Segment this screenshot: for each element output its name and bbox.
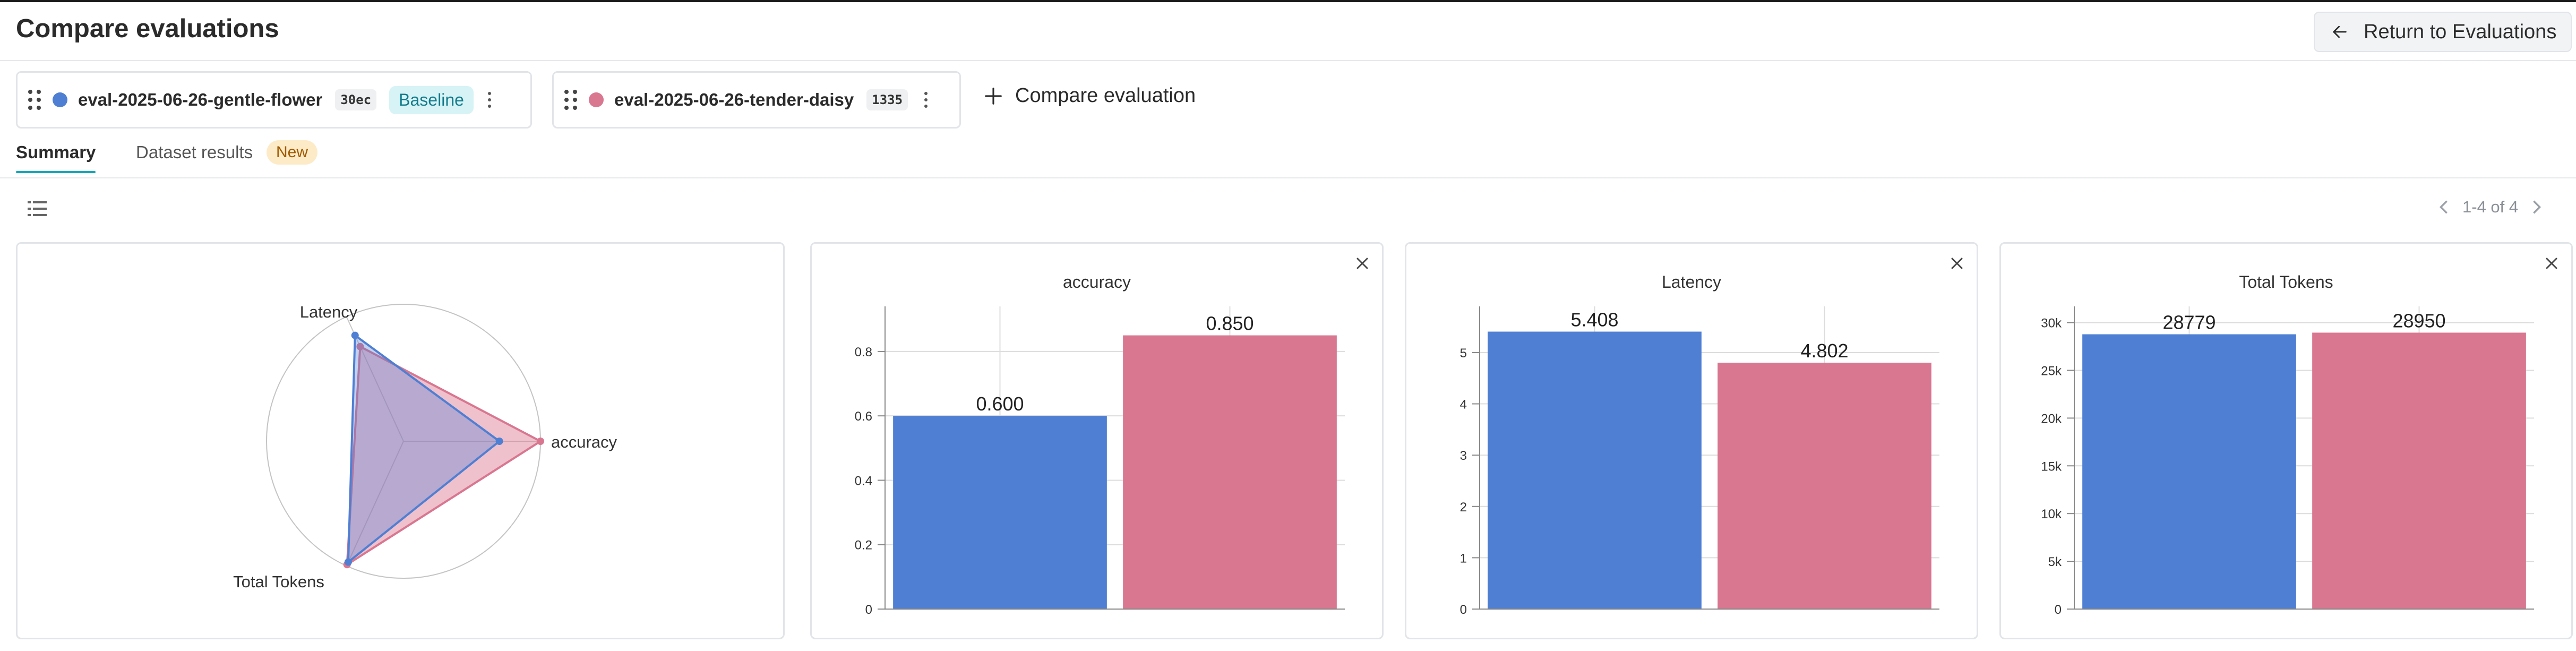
compare-evaluation-button[interactable]: Compare evaluation — [983, 84, 1196, 107]
bar-value-label: 0.600 — [976, 393, 1024, 415]
radar-point — [537, 438, 544, 445]
eval-card-baseline[interactable]: eval-2025-06-26-gentle-flower 30ec Basel… — [16, 71, 532, 129]
y-tick-label: 20k — [2041, 412, 2062, 426]
y-tick-label: 30k — [2041, 316, 2062, 331]
eval-name: eval-2025-06-26-tender-daisy — [614, 90, 854, 109]
radar-point — [351, 331, 359, 339]
close-icon[interactable] — [1948, 254, 1966, 272]
page-header: Compare evaluations Return to Evaluation… — [0, 2, 2576, 61]
radar-spoke — [346, 441, 404, 567]
bar — [2312, 332, 2526, 609]
compare-label: Compare evaluation — [1015, 84, 1196, 107]
more-options-icon[interactable] — [484, 90, 495, 109]
return-to-evaluations-button[interactable]: Return to Evaluations — [2314, 12, 2572, 52]
tab-bar: Summary Dataset results New — [0, 136, 2576, 178]
y-tick-label: 1 — [1460, 551, 1467, 566]
y-tick-label: 0.2 — [855, 538, 872, 553]
radar-axis-label: Total Tokens — [233, 572, 324, 591]
bar-value-label: 28779 — [2162, 312, 2216, 333]
chevron-right-icon[interactable] — [2530, 199, 2544, 215]
y-tick-label: 0.8 — [855, 345, 872, 359]
radar-axis-label: accuracy — [551, 433, 617, 451]
bar-value-label: 4.802 — [1800, 340, 1848, 362]
chart-title: Total Tokens — [2239, 272, 2333, 292]
y-tick-label: 0 — [2055, 603, 2062, 617]
close-icon[interactable] — [2543, 254, 2561, 272]
plus-icon — [985, 87, 1002, 105]
bar — [1718, 363, 1931, 609]
radar-series-area — [346, 345, 543, 567]
radar-series-area — [347, 333, 501, 564]
pagination: 1-4 of 4 — [2437, 198, 2544, 217]
eval-hash: 30ec — [335, 89, 377, 110]
drag-handle-icon[interactable] — [563, 89, 578, 111]
radar-axis-label: Latency — [300, 303, 358, 321]
latency-chart-panel: Latency 0 1 2 3 4 5 5.408 4.802 — [1405, 242, 1978, 639]
eval-name: eval-2025-06-26-gentle-flower — [78, 90, 323, 109]
chart-title: accuracy — [1062, 272, 1131, 292]
tab-dataset-results[interactable]: Dataset results — [136, 142, 253, 162]
y-tick-label: 3 — [1460, 449, 1467, 463]
y-tick-label: 5k — [2048, 555, 2062, 569]
y-tick-label: 4 — [1460, 398, 1467, 412]
return-label: Return to Evaluations — [2364, 20, 2557, 43]
pagination-count: 1-4 of 4 — [2462, 198, 2519, 216]
bar-value-label: 28950 — [2392, 310, 2445, 331]
y-tick-label: 2 — [1460, 500, 1467, 515]
total-tokens-bar-chart: 0 5k 10k 15k 20k 25k 30k 28779 28950 — [2041, 306, 2534, 617]
drag-handle-icon[interactable] — [27, 89, 42, 111]
bar-value-label: 5.408 — [1570, 309, 1618, 331]
radar-chart: Latency accuracy Total Tokens — [233, 303, 617, 591]
y-tick-label: 0.4 — [855, 474, 872, 488]
radar-point — [495, 438, 503, 445]
bar — [1123, 335, 1337, 609]
y-tick-label: 0.6 — [855, 409, 872, 424]
close-icon[interactable] — [1353, 254, 1371, 272]
series-color-dot — [589, 92, 604, 107]
y-tick-label: 25k — [2041, 364, 2062, 378]
eval-hash: 1335 — [866, 89, 908, 110]
latency-bar-chart: 0 1 2 3 4 5 5.408 4.802 — [1460, 306, 1939, 617]
page-title: Compare evaluations — [16, 14, 279, 43]
accuracy-chart-panel: accuracy 0 0.2 0.4 0.6 0.8 0.600 0.850 — [810, 242, 1384, 639]
tab-summary[interactable]: Summary — [16, 142, 96, 173]
bar — [2082, 334, 2296, 609]
arrow-left-icon — [2333, 25, 2347, 38]
y-tick-label: 15k — [2041, 459, 2062, 474]
chevron-left-icon[interactable] — [2437, 199, 2451, 215]
y-tick-label: 0 — [1460, 603, 1467, 617]
bar — [893, 416, 1107, 609]
total-tokens-chart-panel: Total Tokens 0 5k 10k 15k 20k 25k 30k 28779 2895… — [1999, 242, 2573, 639]
y-tick-label: 5 — [1460, 346, 1467, 361]
radar-chart-panel: Latency accuracy Total Tokens — [16, 242, 785, 639]
radar-point — [344, 558, 352, 566]
bar-value-label: 0.850 — [1206, 313, 1253, 335]
eval-card-compare[interactable]: eval-2025-06-26-tender-daisy 1335 — [552, 71, 961, 129]
new-badge: New — [267, 140, 318, 165]
accuracy-bar-chart: 0 0.2 0.4 0.6 0.8 0.600 0.850 — [855, 306, 1345, 617]
more-options-icon[interactable] — [921, 90, 931, 109]
baseline-badge: Baseline — [389, 85, 474, 114]
y-tick-label: 10k — [2041, 507, 2062, 521]
series-color-dot — [53, 92, 67, 107]
chart-title: Latency — [1661, 272, 1722, 292]
bar — [1488, 331, 1702, 609]
y-tick-label: 0 — [865, 603, 872, 617]
radar-point — [356, 342, 364, 350]
layout-list-icon[interactable] — [28, 200, 47, 220]
